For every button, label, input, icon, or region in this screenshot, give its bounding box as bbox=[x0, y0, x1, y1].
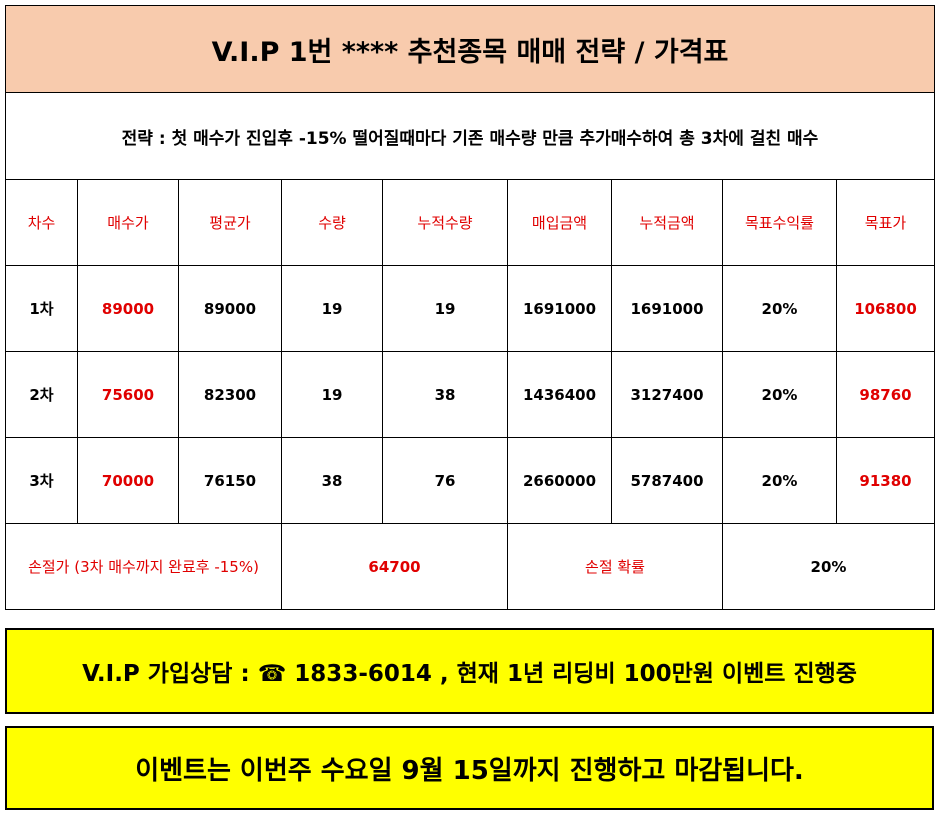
header-cell: 누적금액 bbox=[611, 179, 723, 266]
cumulative-quantity-cell: 38 bbox=[382, 351, 508, 438]
header-cell: 목표수익률 bbox=[722, 179, 837, 266]
target-return-cell: 20% bbox=[722, 265, 837, 352]
header-cell: 평균가 bbox=[178, 179, 282, 266]
buy-price-cell: 75600 bbox=[77, 351, 179, 438]
header-cell: 매입금액 bbox=[507, 179, 612, 266]
stoploss-price: 64700 bbox=[281, 523, 508, 610]
target-price-cell: 106800 bbox=[836, 265, 935, 352]
cumulative-quantity-cell: 76 bbox=[382, 437, 508, 524]
page-title: V.I.P 1번 **** 추천종목 매매 전략 / 가격표 bbox=[5, 5, 935, 93]
header-cell: 누적수량 bbox=[382, 179, 508, 266]
cumulative-amount-cell: 1691000 bbox=[611, 265, 723, 352]
price-table: V.I.P 1번 **** 추천종목 매매 전략 / 가격표 전략 : 첫 매수… bbox=[5, 5, 935, 610]
strategy-text: 전략 : 첫 매수가 진입후 -15% 떨어질때마다 기존 매수량 만큼 추가매… bbox=[5, 92, 935, 180]
stoploss-probability-value: 20% bbox=[722, 523, 935, 610]
avg-price-cell: 89000 bbox=[178, 265, 282, 352]
stoploss-row: 손절가 (3차 매수까지 완료후 -15%) 64700 손절 확률 20% bbox=[5, 523, 935, 610]
avg-price-cell: 82300 bbox=[178, 351, 282, 438]
purchase-amount-cell: 1691000 bbox=[507, 265, 612, 352]
target-return-cell: 20% bbox=[722, 437, 837, 524]
round-cell: 1차 bbox=[5, 265, 78, 352]
buy-price-cell: 89000 bbox=[77, 265, 179, 352]
stoploss-label: 손절가 (3차 매수까지 완료후 -15%) bbox=[5, 523, 282, 610]
avg-price-cell: 76150 bbox=[178, 437, 282, 524]
buy-price-cell: 70000 bbox=[77, 437, 179, 524]
quantity-cell: 19 bbox=[281, 265, 383, 352]
price-table-container: V.I.P 1번 **** 추천종목 매매 전략 / 가격표 전략 : 첫 매수… bbox=[5, 5, 935, 610]
round-cell: 2차 bbox=[5, 351, 78, 438]
round-cell: 3차 bbox=[5, 437, 78, 524]
table-header-row: 차수 매수가 평균가 수량 누적수량 매입금액 누적금액 목표수익률 목표가 bbox=[5, 179, 935, 266]
quantity-cell: 19 bbox=[281, 351, 383, 438]
stoploss-probability-label: 손절 확률 bbox=[507, 523, 723, 610]
target-return-cell: 20% bbox=[722, 351, 837, 438]
cumulative-amount-cell: 3127400 bbox=[611, 351, 723, 438]
header-cell: 수량 bbox=[281, 179, 383, 266]
quantity-cell: 38 bbox=[281, 437, 383, 524]
target-price-cell: 91380 bbox=[836, 437, 935, 524]
purchase-amount-cell: 1436400 bbox=[507, 351, 612, 438]
header-cell: 목표가 bbox=[836, 179, 935, 266]
table-row: 3차 70000 76150 38 76 2660000 5787400 20%… bbox=[5, 437, 935, 524]
table-row: 1차 89000 89000 19 19 1691000 1691000 20%… bbox=[5, 265, 935, 352]
header-cell: 차수 bbox=[5, 179, 78, 266]
table-row: 2차 75600 82300 19 38 1436400 3127400 20%… bbox=[5, 351, 935, 438]
header-cell: 매수가 bbox=[77, 179, 179, 266]
cumulative-quantity-cell: 19 bbox=[382, 265, 508, 352]
target-price-cell: 98760 bbox=[836, 351, 935, 438]
purchase-amount-cell: 2660000 bbox=[507, 437, 612, 524]
vip-consult-banner: V.I.P 가입상담 : ☎ 1833-6014 , 현재 1년 리딩비 100… bbox=[5, 628, 934, 714]
cumulative-amount-cell: 5787400 bbox=[611, 437, 723, 524]
event-deadline-banner: 이벤트는 이번주 수요일 9월 15일까지 진행하고 마감됩니다. bbox=[5, 726, 934, 810]
